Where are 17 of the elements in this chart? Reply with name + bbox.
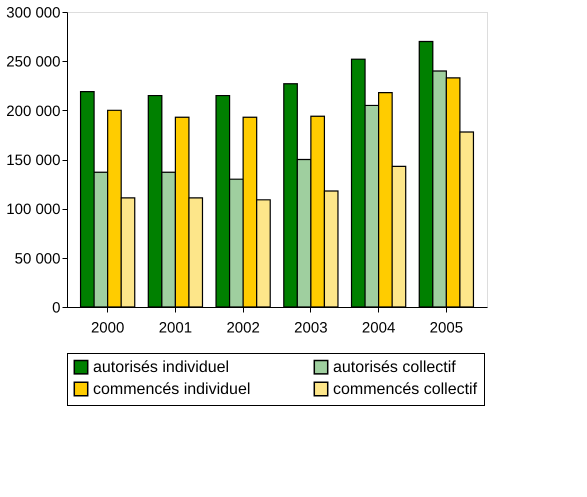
x-tick-label: 2001 <box>158 320 192 336</box>
x-tick-label: 2000 <box>90 320 124 336</box>
x-tick-label: 2004 <box>362 320 396 336</box>
y-tick-label: 100 000 <box>6 201 60 218</box>
legend-label: commencés individuel <box>93 381 250 398</box>
x-tick-label: 2005 <box>430 320 464 336</box>
legend-label: commencés collectif <box>333 381 478 398</box>
y-tick-label: 0 <box>52 300 60 316</box>
y-tick-label: 250 000 <box>6 54 60 71</box>
legend-label: autorisés collectif <box>333 359 456 376</box>
y-tick-label: 50 000 <box>14 250 60 268</box>
x-tick-label: 2002 <box>226 320 260 336</box>
y-tick-label: 200 000 <box>6 102 60 120</box>
x-tick-label: 2003 <box>294 320 328 336</box>
y-tick-label: 300 000 <box>6 4 60 22</box>
y-tick-label: 150 000 <box>6 152 60 169</box>
legend-label: autorisés individuel <box>93 359 230 376</box>
